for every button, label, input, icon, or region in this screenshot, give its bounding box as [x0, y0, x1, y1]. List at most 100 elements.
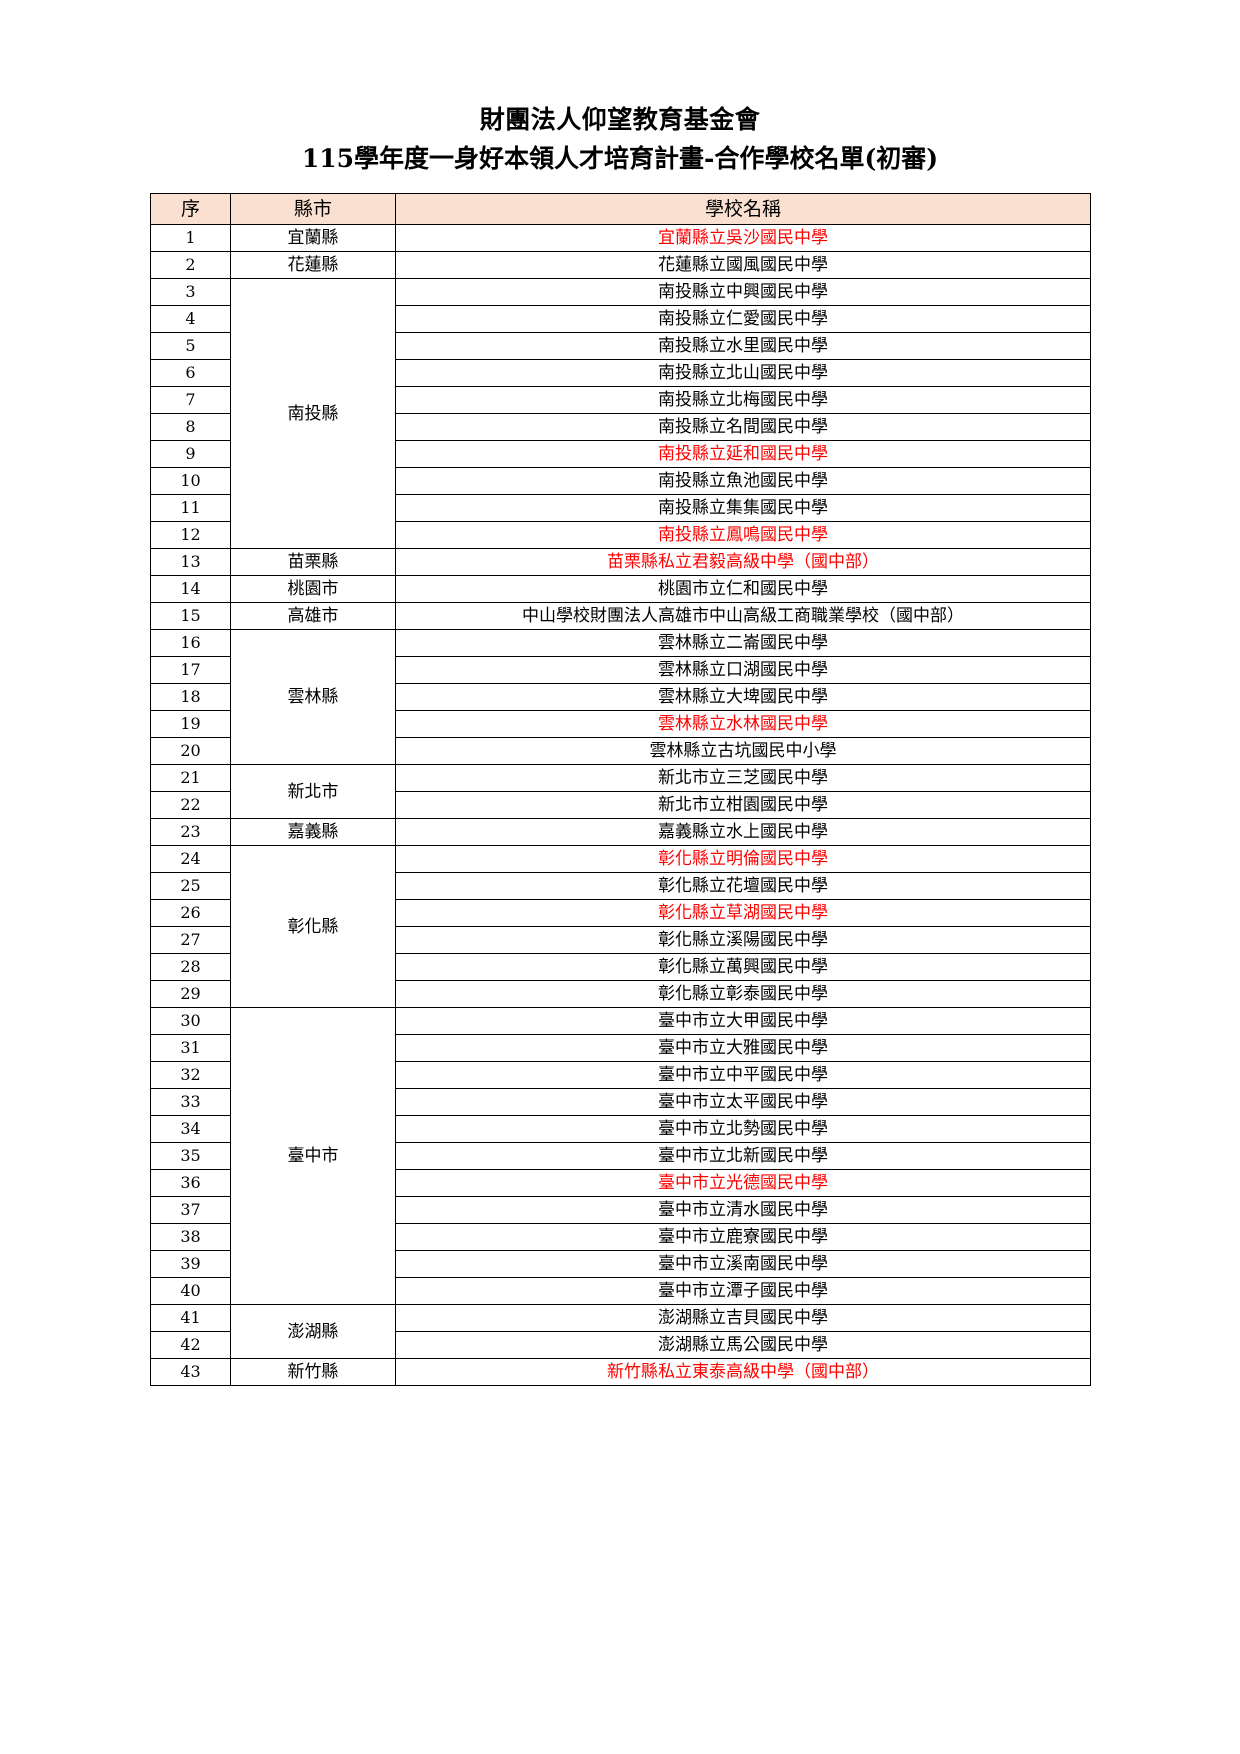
cell-school-name: 南投縣立名間國民中學 [395, 413, 1091, 441]
cell-sequence: 15 [150, 602, 231, 630]
table-row: 7 南投縣立北梅國民中學 [150, 386, 1091, 414]
cell-sequence: 24 [150, 845, 231, 873]
cell-city: 宜蘭縣 [230, 224, 396, 252]
cell-school-name: 臺中市立鹿寮國民中學 [395, 1223, 1091, 1251]
cell-city: 彰化縣 [230, 845, 396, 1008]
cell-city: 臺中市 [230, 1007, 396, 1305]
cell-school-name: 南投縣立鳳鳴國民中學 [395, 521, 1091, 549]
cell-sequence: 36 [150, 1169, 231, 1197]
cell-sequence: 11 [150, 494, 231, 522]
table-row: 26 彰化縣立草湖國民中學 [150, 899, 1091, 927]
cell-school-name: 宜蘭縣立吳沙國民中學 [395, 224, 1091, 252]
cell-sequence: 34 [150, 1115, 231, 1143]
cell-sequence: 23 [150, 818, 231, 846]
table-row: 5 南投縣立水里國民中學 [150, 332, 1091, 360]
cell-school-name: 彰化縣立草湖國民中學 [395, 899, 1091, 927]
cell-sequence: 20 [150, 737, 231, 765]
cell-sequence: 13 [150, 548, 231, 576]
cell-school-name: 新北市立三芝國民中學 [395, 764, 1091, 792]
cell-school-name: 新北市立柑園國民中學 [395, 791, 1091, 819]
cell-sequence: 42 [150, 1331, 231, 1359]
cell-school-name: 南投縣立北梅國民中學 [395, 386, 1091, 414]
cell-school-name: 雲林縣立水林國民中學 [395, 710, 1091, 738]
cell-school-name: 彰化縣立彰泰國民中學 [395, 980, 1091, 1008]
cell-city: 雲林縣 [230, 629, 396, 765]
cell-city: 新北市 [230, 764, 396, 819]
table-row: 25 彰化縣立花壇國民中學 [150, 872, 1091, 900]
document-title-block: 財團法人仰望教育基金會 115學年度一身好本領人才培育計畫-合作學校名單(初審) [0, 0, 1240, 175]
cell-school-name: 南投縣立魚池國民中學 [395, 467, 1091, 495]
cell-sequence: 1 [150, 224, 231, 252]
cell-school-name: 臺中市立北勢國民中學 [395, 1115, 1091, 1143]
cell-school-name: 澎湖縣立吉貝國民中學 [395, 1304, 1091, 1332]
table-row: 24 彰化縣 彰化縣立明倫國民中學 [150, 845, 1091, 1008]
cell-school-name: 臺中市立溪南國民中學 [395, 1250, 1091, 1278]
table-row: 18 雲林縣立大埤國民中學 [150, 683, 1091, 711]
table-row: 6 南投縣立北山國民中學 [150, 359, 1091, 387]
cell-sequence: 41 [150, 1304, 231, 1332]
cell-school-name: 彰化縣立花壇國民中學 [395, 872, 1091, 900]
school-list-table: 序 縣市 學校名稱 1 宜蘭縣 宜蘭縣立吳沙國民中學 2 花蓮縣 花蓮縣立國風國民中學 3 南… [150, 193, 1091, 1386]
cell-school-name: 雲林縣立口湖國民中學 [395, 656, 1091, 684]
table-body: 1 宜蘭縣 宜蘭縣立吳沙國民中學 2 花蓮縣 花蓮縣立國風國民中學 3 南投縣 南投縣立中興國民… [150, 224, 1091, 1386]
cell-sequence: 17 [150, 656, 231, 684]
cell-school-name: 苗栗縣私立君毅高級中學（國中部） [395, 548, 1091, 576]
cell-city: 苗栗縣 [230, 548, 396, 576]
cell-school-name: 南投縣立中興國民中學 [395, 278, 1091, 306]
table-row: 28 彰化縣立萬興國民中學 [150, 953, 1091, 981]
table-row: 30 臺中市 臺中市立大甲國民中學 [150, 1007, 1091, 1305]
cell-sequence: 6 [150, 359, 231, 387]
cell-sequence: 19 [150, 710, 231, 738]
table-row: 42 澎湖縣立馬公國民中學 [150, 1331, 1091, 1359]
cell-sequence: 5 [150, 332, 231, 360]
list-title: 115學年度一身好本領人才培育計畫-合作學校名單(初審) [301, 143, 939, 173]
cell-city: 新竹縣 [230, 1358, 396, 1386]
cell-school-name: 南投縣立北山國民中學 [395, 359, 1091, 387]
table-row: 14 桃園市 桃園市立仁和國民中學 [150, 575, 1091, 603]
table-row: 32 臺中市立中平國民中學 [150, 1061, 1091, 1089]
table-row: 22 新北市立柑園國民中學 [150, 791, 1091, 819]
cell-sequence: 33 [150, 1088, 231, 1116]
table-row: 8 南投縣立名間國民中學 [150, 413, 1091, 441]
cell-sequence: 10 [150, 467, 231, 495]
cell-sequence: 43 [150, 1358, 231, 1386]
cell-school-name: 雲林縣立古坑國民中小學 [395, 737, 1091, 765]
table-row: 31 臺中市立大雅國民中學 [150, 1034, 1091, 1062]
cell-school-name: 嘉義縣立水上國民中學 [395, 818, 1091, 846]
cell-sequence: 31 [150, 1034, 231, 1062]
cell-school-name: 臺中市立太平國民中學 [395, 1088, 1091, 1116]
cell-sequence: 9 [150, 440, 231, 468]
table-row: 16 雲林縣 雲林縣立二崙國民中學 [150, 629, 1091, 765]
cell-sequence: 26 [150, 899, 231, 927]
cell-sequence: 32 [150, 1061, 231, 1089]
cell-sequence: 37 [150, 1196, 231, 1224]
cell-sequence: 28 [150, 953, 231, 981]
cell-sequence: 21 [150, 764, 231, 792]
cell-school-name: 中山學校財團法人高雄市中山高級工商職業學校（國中部） [395, 602, 1091, 630]
table-row: 1 宜蘭縣 宜蘭縣立吳沙國民中學 [150, 224, 1091, 252]
cell-sequence: 8 [150, 413, 231, 441]
table-row: 13 苗栗縣 苗栗縣私立君毅高級中學（國中部） [150, 548, 1091, 576]
column-header-city: 縣市 [230, 193, 396, 225]
cell-school-name: 臺中市立中平國民中學 [395, 1061, 1091, 1089]
table-header: 序 縣市 學校名稱 [150, 193, 1091, 225]
table-row: 34 臺中市立北勢國民中學 [150, 1115, 1091, 1143]
cell-sequence: 29 [150, 980, 231, 1008]
cell-sequence: 3 [150, 278, 231, 306]
table-row: 23 嘉義縣 嘉義縣立水上國民中學 [150, 818, 1091, 846]
table-row: 33 臺中市立太平國民中學 [150, 1088, 1091, 1116]
table-row: 2 花蓮縣 花蓮縣立國風國民中學 [150, 251, 1091, 279]
cell-sequence: 18 [150, 683, 231, 711]
column-header-seq: 序 [150, 193, 231, 225]
cell-school-name: 南投縣立仁愛國民中學 [395, 305, 1091, 333]
table-row: 40 臺中市立潭子國民中學 [150, 1277, 1091, 1305]
cell-school-name: 雲林縣立大埤國民中學 [395, 683, 1091, 711]
cell-school-name: 臺中市立北新國民中學 [395, 1142, 1091, 1170]
cell-school-name: 臺中市立大甲國民中學 [395, 1007, 1091, 1035]
cell-school-name: 新竹縣私立東泰高級中學（國中部） [395, 1358, 1091, 1386]
cell-sequence: 12 [150, 521, 231, 549]
cell-school-name: 臺中市立清水國民中學 [395, 1196, 1091, 1224]
table-row: 10 南投縣立魚池國民中學 [150, 467, 1091, 495]
table-row: 3 南投縣 南投縣立中興國民中學 [150, 278, 1091, 549]
